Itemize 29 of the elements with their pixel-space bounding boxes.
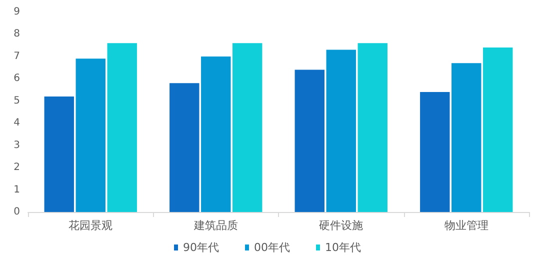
y-tick-label: 5: [14, 95, 20, 106]
y-tick-label: 1: [14, 184, 20, 196]
bar: [232, 43, 262, 212]
x-tick-label: 建筑品质: [192, 219, 238, 232]
bar: [420, 92, 450, 212]
y-tick-label: 8: [14, 28, 20, 40]
x-tick-label: 硬件设施: [319, 219, 364, 232]
x-tick-label: 物业管理: [444, 219, 488, 232]
bar: [201, 56, 231, 212]
x-tick-label: 花园景观: [68, 219, 113, 232]
y-tick-label: 9: [14, 6, 20, 18]
bar: [452, 63, 482, 212]
bar: [170, 83, 200, 212]
bar: [326, 50, 356, 212]
bar: [107, 43, 137, 212]
y-tick-label: 3: [14, 140, 20, 151]
legend-label: 90年代: [183, 241, 220, 254]
y-tick-label: 6: [14, 73, 20, 84]
y-tick-label: 2: [14, 162, 20, 174]
y-tick-label: 7: [14, 50, 20, 62]
bar: [44, 96, 74, 212]
bar: [483, 48, 513, 212]
bar: [294, 70, 324, 212]
legend-label: 10年代: [325, 241, 361, 254]
bar: [76, 58, 106, 212]
legend-label: 00年代: [254, 241, 290, 254]
bar: [358, 43, 388, 212]
y-tick-label: 0: [14, 206, 20, 218]
y-tick-label: 4: [14, 118, 20, 129]
